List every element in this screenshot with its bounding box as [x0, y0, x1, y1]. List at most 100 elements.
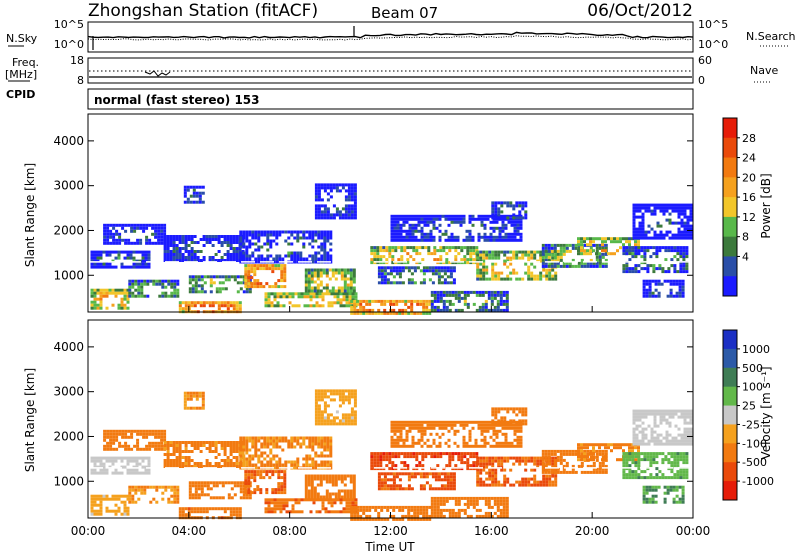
vel-echo-cell: [137, 488, 141, 492]
vel-echo-cell: [147, 459, 151, 463]
power-echo-cell: [344, 189, 348, 193]
power-echo-cell: [329, 230, 333, 234]
power-echo-cell: [460, 296, 464, 300]
power-echo-cell: [441, 214, 445, 218]
vel-echo-cell: [574, 470, 578, 474]
power-echo-cell: [426, 214, 430, 218]
power-echo-cell: [506, 201, 510, 205]
power-echo-cell: [527, 277, 531, 281]
power-echo-cell: [503, 250, 507, 254]
vel-echo-cell: [111, 471, 115, 475]
vel-echo-cell: [436, 499, 440, 503]
power-echo-cell: [250, 276, 254, 280]
vel-echo-cell: [536, 480, 540, 484]
vel-echo-cell: [214, 465, 218, 468]
vel-echo-cell: [143, 485, 147, 489]
power-echo-cell: [353, 201, 357, 205]
power-echo-cell: [141, 262, 145, 266]
power-echo-cell: [193, 235, 197, 238]
power-echo-cell: [442, 261, 446, 265]
vel-echo-cell: [349, 477, 353, 481]
power-echo-cell: [414, 214, 418, 218]
power-echo-cell: [580, 240, 583, 244]
power-echo-cell: [233, 278, 237, 282]
power-echo-cell: [205, 301, 209, 305]
vel-echo-cell: [565, 464, 569, 468]
vel-echo-cell: [208, 450, 212, 453]
power-echo-cell: [650, 203, 654, 207]
power-echo-cell: [290, 254, 294, 258]
power-echo-cell: [172, 256, 176, 259]
power-echo-cell: [307, 277, 311, 281]
vel-echo-cell: [193, 465, 197, 468]
power-echo-cell: [480, 223, 484, 227]
power-echo-cell: [227, 278, 231, 282]
power-echo-cell: [389, 281, 393, 285]
vel-echo-cell: [184, 513, 188, 517]
power-echo-cell: [144, 265, 148, 269]
power-echo-cell: [411, 235, 415, 239]
power-echo-cell: [376, 261, 380, 265]
power-echo-cell: [430, 293, 434, 297]
vel-echo-cell: [469, 455, 473, 459]
vel-echo-cell: [424, 455, 428, 459]
power-echo-cell: [432, 235, 436, 239]
vel-echo-cell: [434, 478, 438, 482]
vel-echo-cell: [469, 499, 473, 503]
vel-echo-cell: [504, 432, 508, 436]
vel-echo-cell: [90, 456, 94, 460]
vel-echo-cell: [143, 491, 147, 495]
power-echo-cell: [370, 252, 374, 256]
power-echo-cell: [120, 250, 124, 254]
power-echo-cell: [412, 249, 416, 253]
vel-echo-cell: [404, 472, 408, 476]
vel-echo-cell: [519, 438, 523, 442]
vel-echo-cell: [586, 449, 590, 453]
vel-echo-cell: [326, 454, 330, 458]
power-echo-cell: [175, 250, 179, 253]
power-echo-cell: [676, 258, 680, 262]
vel-echo-cell: [326, 445, 330, 449]
power-echo-cell: [438, 229, 442, 233]
power-echo-cell: [674, 233, 678, 237]
power-echo-cell: [677, 215, 681, 219]
power-echo-cell: [545, 268, 549, 272]
power-echo-cell: [654, 279, 658, 283]
vel-echo-cell: [554, 456, 558, 460]
vel-echo-cell: [328, 492, 332, 496]
power-echo-cell: [379, 246, 383, 250]
vel-echo-cell: [390, 423, 394, 427]
vel-echo-cell: [442, 496, 446, 500]
vel-echo-cell: [487, 514, 491, 518]
vel-echo-cell: [411, 441, 415, 445]
power-echo-cell: [667, 267, 671, 271]
vel-echo-cell: [577, 443, 580, 447]
power-echo-cell: [497, 271, 501, 275]
vel-echo-cell: [521, 459, 525, 463]
power-echo-cell: [232, 247, 236, 250]
vel-echo-cell: [580, 470, 584, 474]
vel-echo-cell: [462, 441, 466, 445]
power-echo-cell: [178, 247, 182, 250]
power-echo-cell: [466, 302, 470, 306]
power-echo-cell: [184, 307, 188, 311]
power-echo-cell: [309, 298, 313, 302]
vel-echo-cell: [148, 441, 152, 445]
vel-echo-cell: [370, 467, 374, 471]
power-echo-cell: [509, 250, 513, 254]
power-echo-cell: [625, 261, 629, 265]
vel-echo-cell: [278, 439, 282, 443]
power-echo-cell: [631, 252, 634, 256]
power-echo-cell: [118, 232, 122, 236]
vel-echo-cell: [308, 457, 312, 461]
power-echo-cell: [386, 299, 390, 303]
power-echo-cell: [302, 236, 306, 240]
power-echo-cell: [239, 242, 243, 246]
power-echo-cell: [516, 223, 520, 227]
power-echo-cell: [178, 256, 182, 259]
vel-echo-cell: [239, 463, 243, 467]
power-echo-cell: [610, 240, 613, 244]
vel-echo-cell: [346, 489, 350, 493]
power-echo-cell: [173, 294, 177, 298]
power-echo-cell: [680, 224, 684, 228]
